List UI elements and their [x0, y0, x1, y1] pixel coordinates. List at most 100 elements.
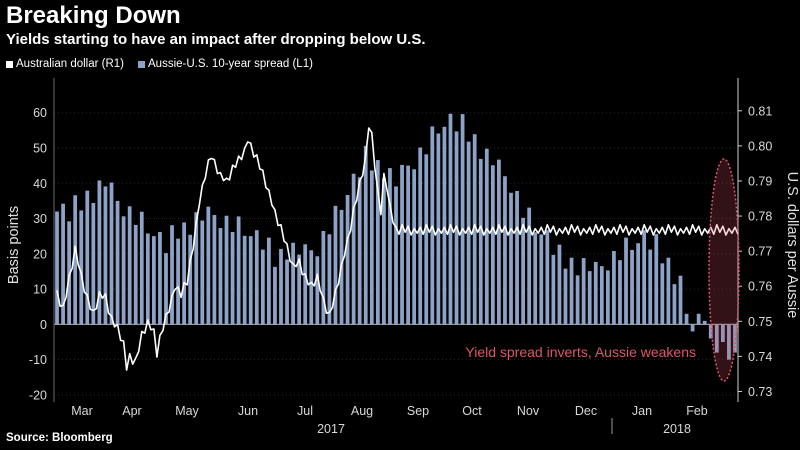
spread-bar: [563, 268, 568, 325]
x-month-label: Sep: [407, 404, 429, 418]
spread-bar: [720, 324, 725, 343]
x-month-label: Jun: [238, 404, 258, 418]
spread-bar: [448, 113, 453, 325]
spread-bar: [400, 164, 404, 325]
spread-bar: [654, 234, 659, 325]
spread-bar: [127, 206, 132, 325]
spread-bar: [388, 168, 392, 325]
spread-bar: [61, 203, 65, 325]
spread-bar: [164, 253, 168, 325]
x-month-label: Feb: [686, 404, 708, 418]
spread-bar: [206, 206, 211, 325]
spread-bar: [242, 235, 247, 325]
spread-bar: [406, 165, 410, 325]
right-tick-label: 0.75: [748, 315, 772, 329]
x-month-label: Jan: [632, 404, 652, 418]
x-month-label: Dec: [575, 404, 597, 418]
spread-bar: [412, 169, 417, 325]
spread-bar: [321, 231, 326, 325]
spread-bar: [303, 244, 308, 325]
spread-bar: [188, 234, 193, 325]
spread-bar: [333, 205, 338, 325]
spread-bar: [539, 234, 544, 325]
spread-bar: [133, 224, 138, 325]
spread-bar: [115, 200, 120, 325]
x-month-label: Jul: [297, 404, 313, 418]
right-axis-title: U.S. dollars per Aussie: [784, 172, 800, 319]
spread-bar: [708, 324, 713, 339]
annotation-ellipse: [708, 158, 740, 382]
spread-bar: [660, 263, 665, 325]
spread-bar: [515, 191, 519, 325]
spread-bar: [690, 324, 695, 332]
right-tick-label: 0.81: [748, 104, 772, 118]
chart-subtitle: Yields starting to have an impact after …: [6, 31, 426, 48]
right-tick-label: 0.79: [748, 174, 772, 188]
spread-bar: [442, 126, 447, 325]
spread-bar: [85, 190, 90, 325]
spread-bar: [418, 147, 423, 325]
x-month-label: Apr: [122, 404, 141, 418]
x-month-label: Mar: [71, 404, 93, 418]
chart-title: Breaking Down: [6, 2, 181, 29]
spread-bar: [575, 275, 580, 325]
legend-swatch-aud: [6, 60, 13, 68]
left-tick-label: 20: [33, 247, 47, 261]
spread-bar: [109, 182, 114, 325]
spread-bar: [593, 261, 598, 325]
aud-line: [56, 127, 739, 371]
spread-bar: [497, 159, 501, 325]
legend-item-aud: Australian dollar (R1): [6, 58, 124, 70]
source-note: Source: Bloomberg: [6, 432, 113, 444]
x-month-label: Aug: [351, 404, 373, 418]
spread-bar: [642, 230, 647, 325]
spread-bar: [624, 237, 628, 325]
spread-bar: [503, 176, 507, 325]
spread-bar: [394, 186, 398, 325]
spread-bar: [158, 231, 162, 325]
spread-bar: [472, 134, 477, 325]
spread-bar: [79, 210, 84, 325]
spread-bar: [678, 275, 683, 325]
spread-bar: [630, 249, 634, 325]
spread-bar: [382, 178, 386, 325]
spread-bar: [478, 158, 483, 325]
spread-bar: [260, 249, 265, 325]
left-tick-label: -20: [29, 388, 47, 402]
annotation-text: Yield spread inverts, Aussie weakens: [465, 344, 696, 360]
spread-bar: [369, 170, 374, 325]
spread-bar: [297, 254, 302, 325]
legend-label-spread: Aussie-U.S. 10-year spread (L1): [148, 58, 313, 70]
x-month-label: Oct: [462, 404, 482, 418]
spread-bar: [569, 257, 574, 325]
spread-bar: [67, 221, 72, 325]
spread-bar: [254, 230, 259, 325]
spread-bar: [73, 195, 78, 325]
spread-bar: [357, 177, 362, 325]
x-month-label: Nov: [517, 404, 540, 418]
x-year-label: 2018: [663, 422, 691, 436]
spread-bar: [533, 232, 538, 325]
spread-bar: [55, 211, 59, 325]
left-tick-label: 30: [33, 212, 47, 226]
spread-bar: [176, 238, 180, 325]
spread-bar: [345, 195, 350, 325]
spread-bar: [581, 258, 586, 325]
spread-bar: [139, 211, 144, 325]
spread-bar: [230, 231, 235, 325]
left-tick-label: 60: [33, 106, 47, 120]
right-tick-label: 0.77: [748, 245, 772, 259]
spread-bar: [363, 145, 368, 325]
x-month-label: May: [175, 404, 199, 418]
spread-bar: [551, 254, 556, 325]
spread-bar: [727, 324, 731, 360]
spread-bar: [599, 266, 604, 325]
spread-bar: [97, 180, 102, 325]
legend-item-spread: Aussie-U.S. 10-year spread (L1): [138, 58, 313, 70]
spread-bar: [327, 234, 332, 325]
spread-bar: [267, 237, 271, 325]
right-tick-label: 0.80: [748, 139, 772, 153]
spread-bar: [587, 271, 592, 325]
spread-bar: [291, 242, 295, 325]
